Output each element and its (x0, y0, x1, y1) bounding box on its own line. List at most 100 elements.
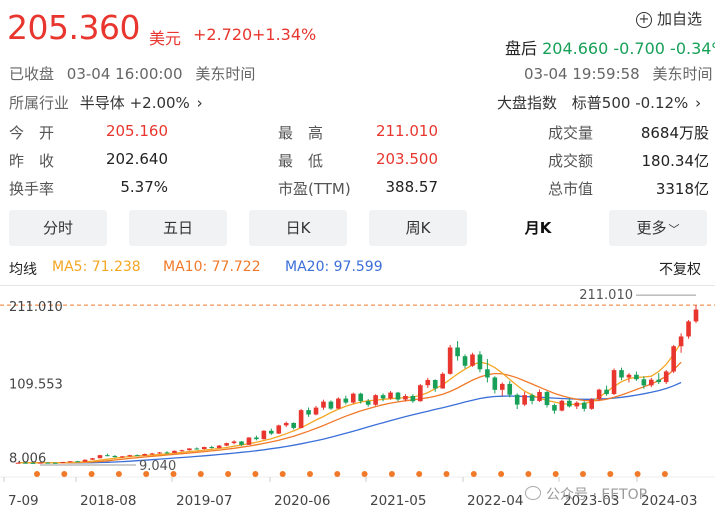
candle-body (544, 392, 550, 406)
tab-five-day[interactable]: 五日 (129, 210, 227, 246)
dividend-marker (443, 471, 450, 477)
candle-body (38, 462, 43, 464)
tab-monthly-k[interactable]: 月K (489, 210, 587, 246)
tab-intraday[interactable]: 分时 (9, 210, 107, 246)
tab-weekly-k[interactable]: 周K (369, 210, 467, 246)
index-name: 标普500 (571, 94, 631, 112)
stat-label: 昨 收 (9, 152, 55, 170)
industry-name: 半导体 (79, 94, 125, 112)
candle-body (641, 379, 647, 386)
candle-body (276, 425, 282, 434)
candle-body (336, 398, 341, 409)
candle-body (634, 374, 639, 380)
candle-body (619, 370, 624, 378)
candle-body (373, 395, 378, 405)
after-hours-quote: 盘后 204.660 -0.700 -0.34% (505, 35, 715, 59)
after-hours-price: 204.660 (542, 39, 609, 58)
tab-more[interactable]: 更多 ﹀ (609, 210, 707, 246)
candle-body (52, 462, 58, 464)
after-hours-change-pct: -0.34% (670, 39, 715, 58)
candle-body (358, 393, 364, 402)
currency-label: 美元 (149, 29, 182, 48)
candle-body (485, 369, 490, 378)
candle-body (164, 452, 170, 454)
watermark-text: 公众号 · EETOP (546, 487, 648, 503)
candle-body (477, 354, 483, 370)
dividend-marker (552, 471, 559, 477)
price-change: +2.720 (193, 25, 253, 44)
candle-body (23, 462, 28, 464)
candle-body (507, 383, 513, 395)
candle-body (97, 455, 103, 459)
candle-body (239, 441, 244, 445)
ma5-line (17, 342, 682, 464)
close-status: 已收盘 (9, 65, 55, 83)
candle-body (105, 455, 110, 457)
candle-body (60, 462, 66, 464)
candle-body (418, 385, 423, 402)
price-change-pct: +1.34% (252, 25, 317, 44)
candle-body (157, 452, 162, 454)
candle-body (45, 462, 51, 464)
ma5-legend: MA5: 71.238 (52, 259, 141, 275)
candle-body (447, 347, 453, 374)
candle-body (626, 374, 632, 378)
candle-body (380, 395, 386, 399)
adjust-toggle[interactable]: 不复权 (659, 262, 701, 278)
index-label: 大盘指数 (497, 94, 558, 112)
candle-body (291, 422, 296, 428)
candle-body (492, 377, 498, 390)
chevron-right-icon: › (695, 94, 702, 112)
industry-link[interactable]: 所属行业 半导体 +2.00% › (9, 92, 203, 113)
candle-body (671, 346, 676, 372)
stat-label: 最 高 (278, 124, 324, 142)
candle-body (589, 399, 595, 409)
candle-body (470, 354, 475, 366)
after-hours-timezone: 美东时间 (652, 65, 713, 83)
plus-circle-icon: + (636, 12, 652, 28)
stat-value: 5.37% (120, 178, 168, 196)
x-tick-label: 2021-05 (370, 493, 426, 509)
candle-body (663, 371, 669, 383)
dividend-marker (416, 471, 423, 477)
add-watchlist-button[interactable]: + 加自选 (636, 8, 702, 29)
candle-body (90, 458, 95, 460)
dividend-marker (607, 471, 614, 477)
stat-label: 最 低 (278, 152, 324, 170)
candle-body (254, 437, 259, 440)
stat-value: 388.57 (385, 178, 439, 196)
candle-body (149, 453, 155, 455)
candle-body (522, 395, 527, 405)
kline-chart[interactable]: 211.010 9.040 211.010 109.553 8.006 7-09 2018-… (0, 285, 715, 522)
dividend-marker (115, 471, 122, 477)
stat-label: 总市值 (548, 180, 594, 198)
tab-daily-k[interactable]: 日K (249, 210, 347, 246)
chevron-right-icon: › (196, 94, 203, 112)
dividend-marker (279, 471, 286, 477)
add-watchlist-label: 加自选 (657, 10, 703, 28)
stat-value: 180.34亿 (641, 152, 710, 170)
index-link[interactable]: 大盘指数 标普500 -0.12% › (497, 92, 701, 113)
dividend-marker (252, 471, 259, 477)
candle-body (134, 455, 140, 457)
candle-body (82, 459, 88, 462)
candle-body (455, 347, 460, 357)
index-change: -0.12% (635, 94, 689, 112)
stat-value: 3318亿 (655, 180, 709, 198)
dividend-marker (661, 471, 668, 477)
candle-body (201, 447, 207, 450)
dividend-marker (388, 471, 395, 477)
x-tick-label: 7-09 (8, 493, 39, 509)
candle-body (440, 373, 445, 389)
candle-body (604, 389, 609, 395)
candle-body (529, 395, 535, 401)
dividend-marker (170, 471, 177, 477)
candle-body (119, 456, 125, 458)
dividend-marker (88, 471, 95, 477)
y-label-mid: 109.553 (9, 377, 63, 392)
stat-value: 211.010 (375, 122, 438, 140)
y-label-high: 211.010 (9, 300, 63, 315)
candle-body (514, 394, 520, 405)
dividend-marker (525, 471, 532, 477)
tab-more-label: 更多 (636, 219, 667, 237)
